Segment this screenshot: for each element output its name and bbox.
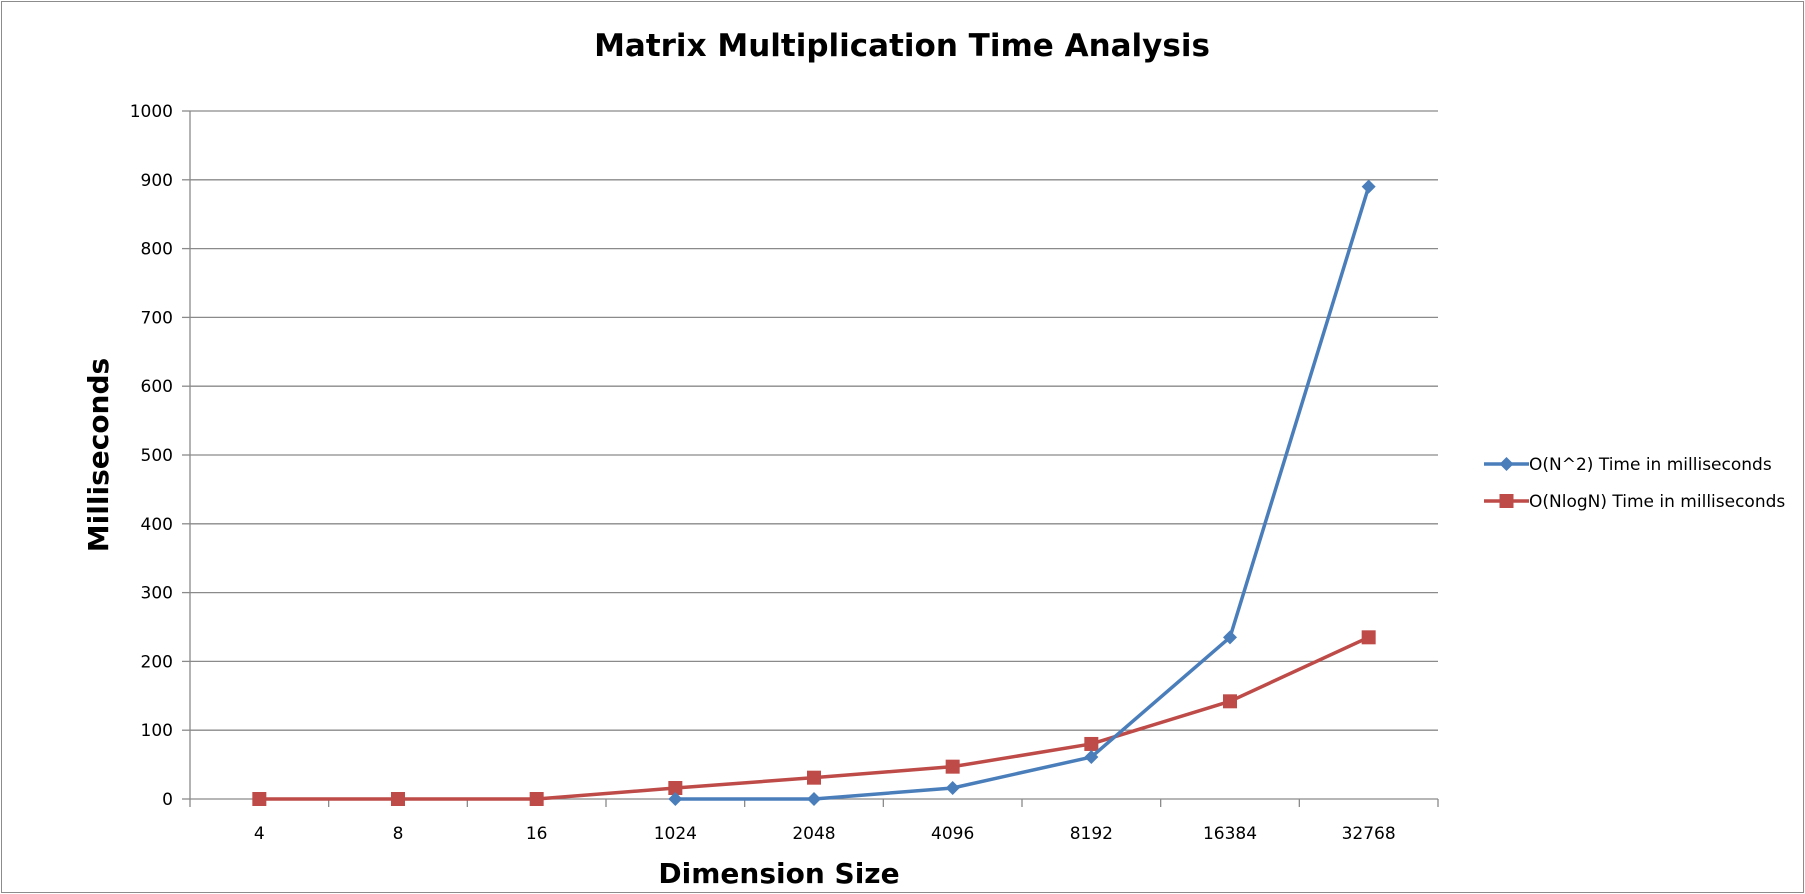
y-tick-label: 0 bbox=[162, 790, 173, 810]
x-tick-label: 1024 bbox=[654, 824, 697, 844]
data-point bbox=[807, 792, 821, 806]
chart-title: Matrix Multiplication Time Analysis bbox=[594, 28, 1210, 64]
y-tick-label: 300 bbox=[141, 584, 173, 604]
data-point bbox=[945, 780, 960, 795]
legend-entry: O(NlogN) Time in milliseconds bbox=[1484, 492, 1785, 512]
data-point bbox=[529, 792, 544, 806]
data-point bbox=[1084, 736, 1099, 751]
data-point bbox=[252, 792, 267, 806]
series-2 bbox=[252, 630, 1376, 806]
x-tick-label: 8192 bbox=[1070, 824, 1113, 844]
y-tick-label: 100 bbox=[141, 721, 173, 741]
y-tick-label: 200 bbox=[141, 652, 173, 672]
data-point bbox=[668, 792, 683, 806]
y-tick-label: 1000 bbox=[130, 102, 173, 122]
y-axis-title: Milliseconds bbox=[82, 358, 115, 552]
legend-label: O(NlogN) Time in milliseconds bbox=[1529, 492, 1785, 512]
y-tick-label: 700 bbox=[141, 308, 173, 328]
data-point bbox=[807, 770, 821, 785]
y-tick-labels: 0 100 200 300 400 500 600 700 800 900 1000 bbox=[130, 102, 173, 810]
series-line bbox=[675, 186, 1371, 801]
x-tick-label: 4096 bbox=[931, 824, 974, 844]
legend-label: O(N^2) Time in milliseconds bbox=[1529, 455, 1772, 475]
x-tick-label: 16 bbox=[526, 824, 548, 844]
axes bbox=[189, 111, 1439, 807]
data-point bbox=[1223, 694, 1237, 709]
data-point bbox=[1361, 179, 1376, 194]
data-point bbox=[391, 792, 405, 806]
data-point bbox=[1361, 630, 1376, 645]
x-tick-label: 16384 bbox=[1203, 824, 1257, 844]
y-tick-label: 600 bbox=[141, 377, 173, 397]
data-point bbox=[1084, 750, 1099, 765]
data-point bbox=[945, 759, 960, 774]
y-tick-label: 900 bbox=[141, 171, 173, 191]
y-tick-label: 500 bbox=[141, 446, 173, 466]
series-1 bbox=[668, 179, 1376, 806]
x-tick-label: 4 bbox=[254, 824, 265, 844]
x-axis-title: Dimension Size bbox=[658, 857, 899, 890]
y-tick-label: 800 bbox=[141, 240, 173, 260]
series bbox=[252, 179, 1376, 806]
y-tick-label: 400 bbox=[141, 515, 173, 535]
legend-marker bbox=[1499, 494, 1514, 508]
gridlines bbox=[182, 110, 1438, 800]
legend-entry: O(N^2) Time in milliseconds bbox=[1484, 455, 1772, 475]
data-point bbox=[1223, 630, 1237, 645]
legend: O(N^2) Time in milliseconds O(NlogN) Time… bbox=[1484, 455, 1785, 512]
data-point bbox=[668, 780, 683, 795]
x-tick-label: 8 bbox=[393, 824, 404, 844]
x-tick-labels: 4 8 16 1024 2048 4096 8192 16384 32768 bbox=[254, 824, 1396, 844]
legend-marker bbox=[1499, 457, 1514, 471]
x-tick-label: 32768 bbox=[1342, 824, 1396, 844]
x-tick-label: 2048 bbox=[792, 824, 835, 844]
